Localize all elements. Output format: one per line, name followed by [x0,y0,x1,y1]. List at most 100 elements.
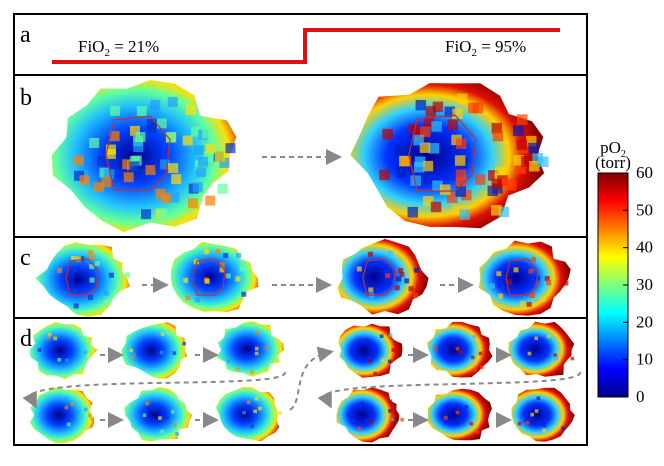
map-pixel [160,159,171,170]
map-pixel [498,206,509,218]
map-pixel [214,151,225,162]
map-pixel [254,396,259,401]
map-pixel [415,99,427,111]
map-pixel [382,128,393,140]
map-pixel [398,267,404,273]
pO2-map [35,242,130,317]
map-pixel [444,106,455,118]
map-pixel [157,208,168,219]
map-pixel [530,412,534,417]
map-pixel [215,249,221,255]
pO2-map [508,321,575,377]
map-pixel [472,334,477,339]
map-pixel [455,346,460,351]
map-pixel [544,275,550,281]
map-pixel [566,342,570,347]
map-pixel [420,126,431,138]
pO2-map [216,321,285,377]
map-pixel [166,331,171,336]
map-pixel [89,277,95,283]
colorbar-tick-label: 0 [636,387,645,406]
fio2-step [52,28,560,64]
colorbar-tick-label: 60 [636,163,653,182]
map-pixel [219,262,225,268]
map-pixel [101,177,112,188]
map-pixel [444,415,448,420]
map-pixel [57,268,63,274]
map-pixel [168,163,179,174]
map-pixel [412,293,418,299]
map-pixel [410,175,421,186]
map-pixel [148,105,159,116]
map-pixel [129,348,134,353]
map-pixel [57,358,62,362]
map-pixel [160,429,165,434]
map-pixel [369,420,373,424]
map-pixel [561,426,565,431]
map-pixel [413,162,425,173]
map-pixel [165,415,169,420]
map-pixel [145,401,150,406]
map-pixel [385,273,391,279]
map-pixel [404,278,410,284]
pO2-map [170,241,259,312]
map-pixel [105,148,116,159]
map-pixel [66,422,71,427]
map-pixel [390,415,395,419]
map-pixel [141,209,152,220]
colorbar-unit: (torr) [595,153,631,172]
map-pixel [183,277,189,283]
map-pixel [506,179,517,191]
map-pixel [380,358,385,363]
map-pixel [515,163,527,174]
map-pixel [235,276,241,282]
map-pixel [102,300,108,306]
map-pixel [254,351,259,356]
map-pixel [160,332,165,336]
map-pixel [46,335,51,339]
map-pixel [368,359,372,364]
map-pixel [223,253,229,259]
map-pixel [160,193,171,204]
map-pixel [241,291,247,297]
arrow [289,346,334,411]
pO2-map [511,387,575,442]
map-pixel [423,116,435,128]
map-pixel [360,401,365,406]
map-pixel [89,254,95,260]
map-pixel [123,172,134,183]
map-pixel [166,131,177,142]
map-pixel [464,405,469,409]
map-pixel [278,411,282,415]
pO2-map [29,322,98,380]
map-pixel [64,396,69,401]
map-pixel [171,174,182,185]
map-pixel [192,182,203,193]
map-pixel [155,188,166,199]
map-pixel [455,410,460,415]
map-pixel [456,93,468,104]
map-pixel [79,175,90,186]
roi-outline [362,258,396,296]
map-pixel [422,160,434,172]
pO2-map [338,323,403,378]
map-pixel [525,135,537,147]
map-pixel [276,339,281,343]
map-pixel [172,423,177,428]
map-pixel [526,301,532,307]
map-pixel [89,264,95,270]
map-pixel [407,206,419,218]
map-pixel [246,400,251,405]
map-pixel [517,421,522,426]
map-pixel [461,189,472,201]
map-pixel [129,156,140,167]
map-pixel [419,142,431,153]
map-pixel [546,280,552,286]
map-pixel [88,413,92,417]
map-pixel [133,142,144,153]
map-pixel [447,119,459,130]
map-pixel [422,196,434,207]
map-pixel [170,410,175,414]
map-pixel [70,402,75,407]
map-pixel [122,159,133,170]
